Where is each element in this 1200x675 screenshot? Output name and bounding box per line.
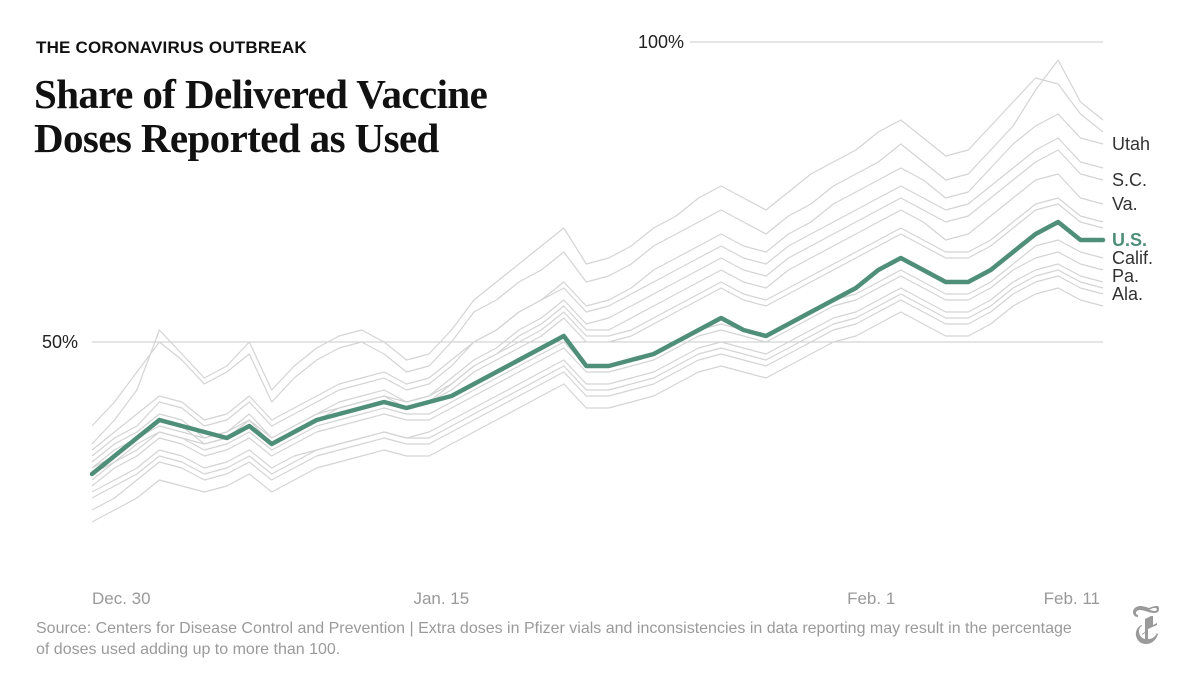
us-line-group: [89, 219, 1106, 477]
state-line-calif: [91, 239, 1104, 481]
line-label-pa: Pa.: [1112, 266, 1139, 286]
source-note: Source: Centers for Disease Control and …: [36, 620, 1072, 658]
x-tick-label: Dec. 30: [92, 589, 151, 608]
state-line-8: [91, 77, 1104, 445]
line-label-us: U.S.: [1112, 230, 1147, 250]
labels: 50% 100% Dec. 30 Jan. 15 Feb. 1 Feb. 11 Utah S.…: [42, 32, 1153, 608]
state-lines: [91, 59, 1104, 523]
line-label-va: Va.: [1112, 194, 1138, 214]
x-tick-label: Feb. 11: [1044, 589, 1100, 608]
state-line-va: [91, 173, 1104, 469]
y-tick-label: 50%: [42, 332, 78, 352]
state-line-utah: [91, 113, 1104, 457]
state-line-pa: [91, 251, 1104, 487]
state-line-12: [91, 275, 1104, 511]
state-line-10: [91, 269, 1104, 499]
state-line-7: [91, 287, 1104, 523]
nyt-logo-icon: [1133, 606, 1159, 644]
x-tick-label: Jan. 15: [413, 589, 469, 608]
state-line-9: [91, 203, 1104, 475]
line-label-calif: Calif.: [1112, 248, 1153, 268]
line-label-sc: S.C.: [1112, 170, 1147, 190]
state-line-6: [91, 59, 1104, 427]
x-tick-label: Feb. 1: [847, 589, 895, 608]
state-line-ala: [91, 263, 1104, 493]
state-line-11: [91, 137, 1104, 451]
grid-lines: [92, 41, 1103, 343]
y-tick-label: 100%: [638, 32, 684, 52]
line-label-utah: Utah: [1112, 134, 1150, 154]
us-line: [89, 219, 1106, 477]
state-line-sc: [91, 149, 1104, 463]
line-label-ala: Ala.: [1112, 284, 1143, 304]
chart-title: Share of Delivered Vaccine Doses Reporte…: [34, 71, 488, 161]
state-line-13: [91, 197, 1104, 469]
kicker: THE CORONAVIRUS OUTBREAK: [36, 38, 307, 57]
